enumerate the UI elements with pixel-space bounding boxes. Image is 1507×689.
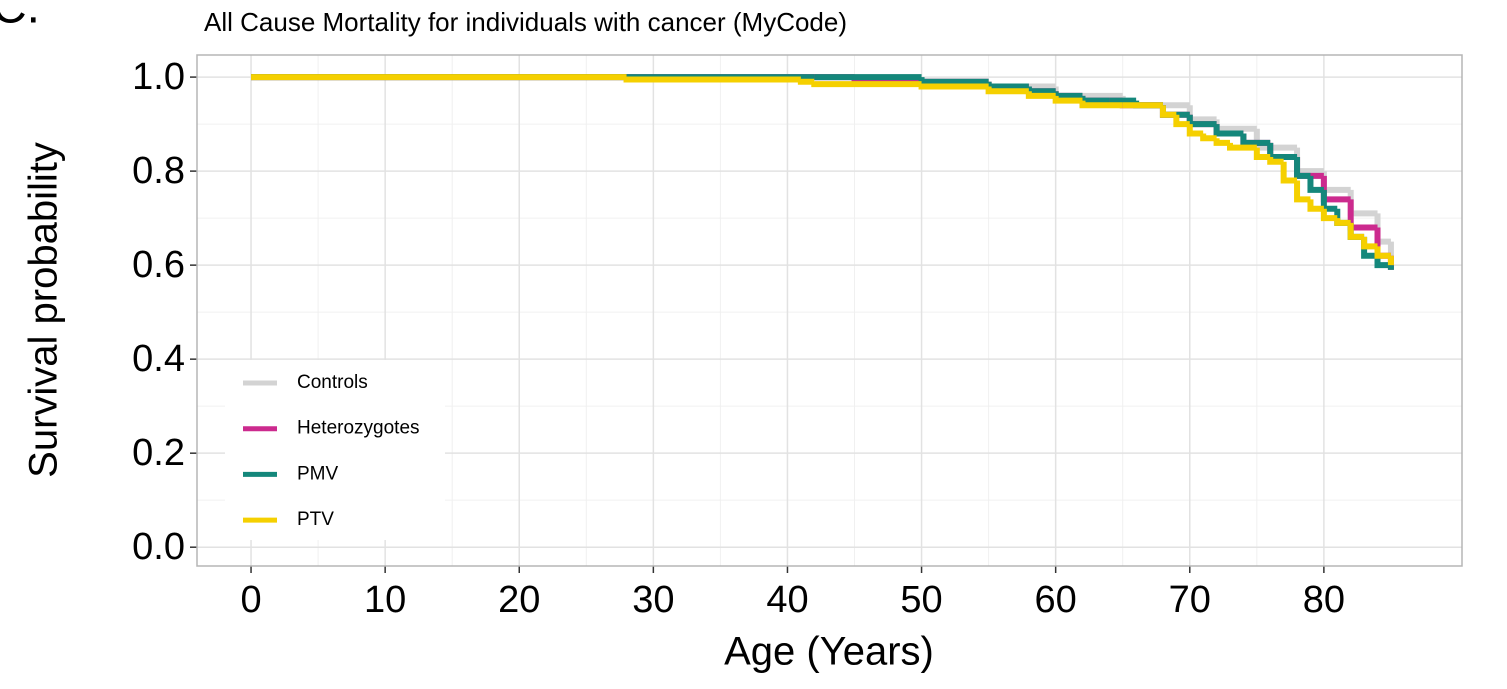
chart-title: All Cause Mortality for individuals with… (204, 7, 847, 37)
y-tick-label: 0.0 (132, 526, 185, 568)
panel-label: C. (0, 0, 40, 34)
step-segment (985, 86, 1029, 95)
series-3 (251, 74, 1394, 266)
y-tick-label: 0.2 (132, 432, 185, 474)
step-segment (1294, 157, 1311, 179)
step-segment (1253, 147, 1271, 161)
step-segment (623, 76, 801, 83)
step-segment (1307, 175, 1324, 193)
step-segment (1052, 95, 1083, 104)
step-segment (1267, 157, 1284, 165)
step-segment (1320, 208, 1338, 222)
x-tick-label: 30 (632, 579, 674, 621)
legend-label: PMV (297, 463, 339, 484)
step-segment (797, 78, 815, 85)
x-tick-label: 40 (766, 579, 808, 621)
y-tick-label: 0.6 (132, 244, 185, 286)
step-segment (918, 83, 989, 90)
legend-label: PTV (297, 509, 334, 530)
x-tick-label: 80 (1303, 579, 1345, 621)
step-segment (1213, 124, 1244, 137)
legend-box (225, 360, 445, 540)
step-segment (1079, 100, 1123, 109)
x-axis-label: Age (Years) (724, 630, 934, 674)
step-segment (1280, 161, 1298, 184)
y-tick-label: 0.8 (132, 150, 185, 192)
x-tick-label: 50 (900, 579, 942, 621)
step-segment (811, 81, 922, 88)
step-segment (1374, 246, 1391, 259)
step-segment (1294, 180, 1311, 203)
step-segment (1186, 124, 1204, 137)
step-segment (1227, 142, 1257, 151)
x-tick-label: 70 (1169, 579, 1211, 621)
y-tick-label: 1.0 (132, 56, 185, 98)
step-segment (1361, 236, 1378, 250)
x-tick-label: 10 (364, 579, 406, 621)
step-segment (1159, 105, 1177, 118)
step-segment (1240, 133, 1271, 146)
legend-label: Heterozygotes (297, 418, 420, 439)
step-segment (1213, 138, 1230, 146)
plot-border (196, 54, 1463, 567)
x-tick-label: 0 (240, 579, 261, 621)
step-segment (1307, 199, 1324, 212)
x-tick-label: 60 (1035, 579, 1077, 621)
x-tick-label: 20 (498, 579, 540, 621)
step-segment (1200, 133, 1217, 142)
step-segment (1334, 218, 1351, 226)
y-axis-label: Survival probability (22, 142, 66, 478)
step-segment (1374, 255, 1391, 269)
legend-label: Controls (297, 372, 368, 393)
step-segment (1347, 222, 1365, 240)
step-segment (1173, 114, 1190, 128)
step-segment (1025, 91, 1056, 99)
y-tick-label: 0.4 (132, 338, 185, 380)
